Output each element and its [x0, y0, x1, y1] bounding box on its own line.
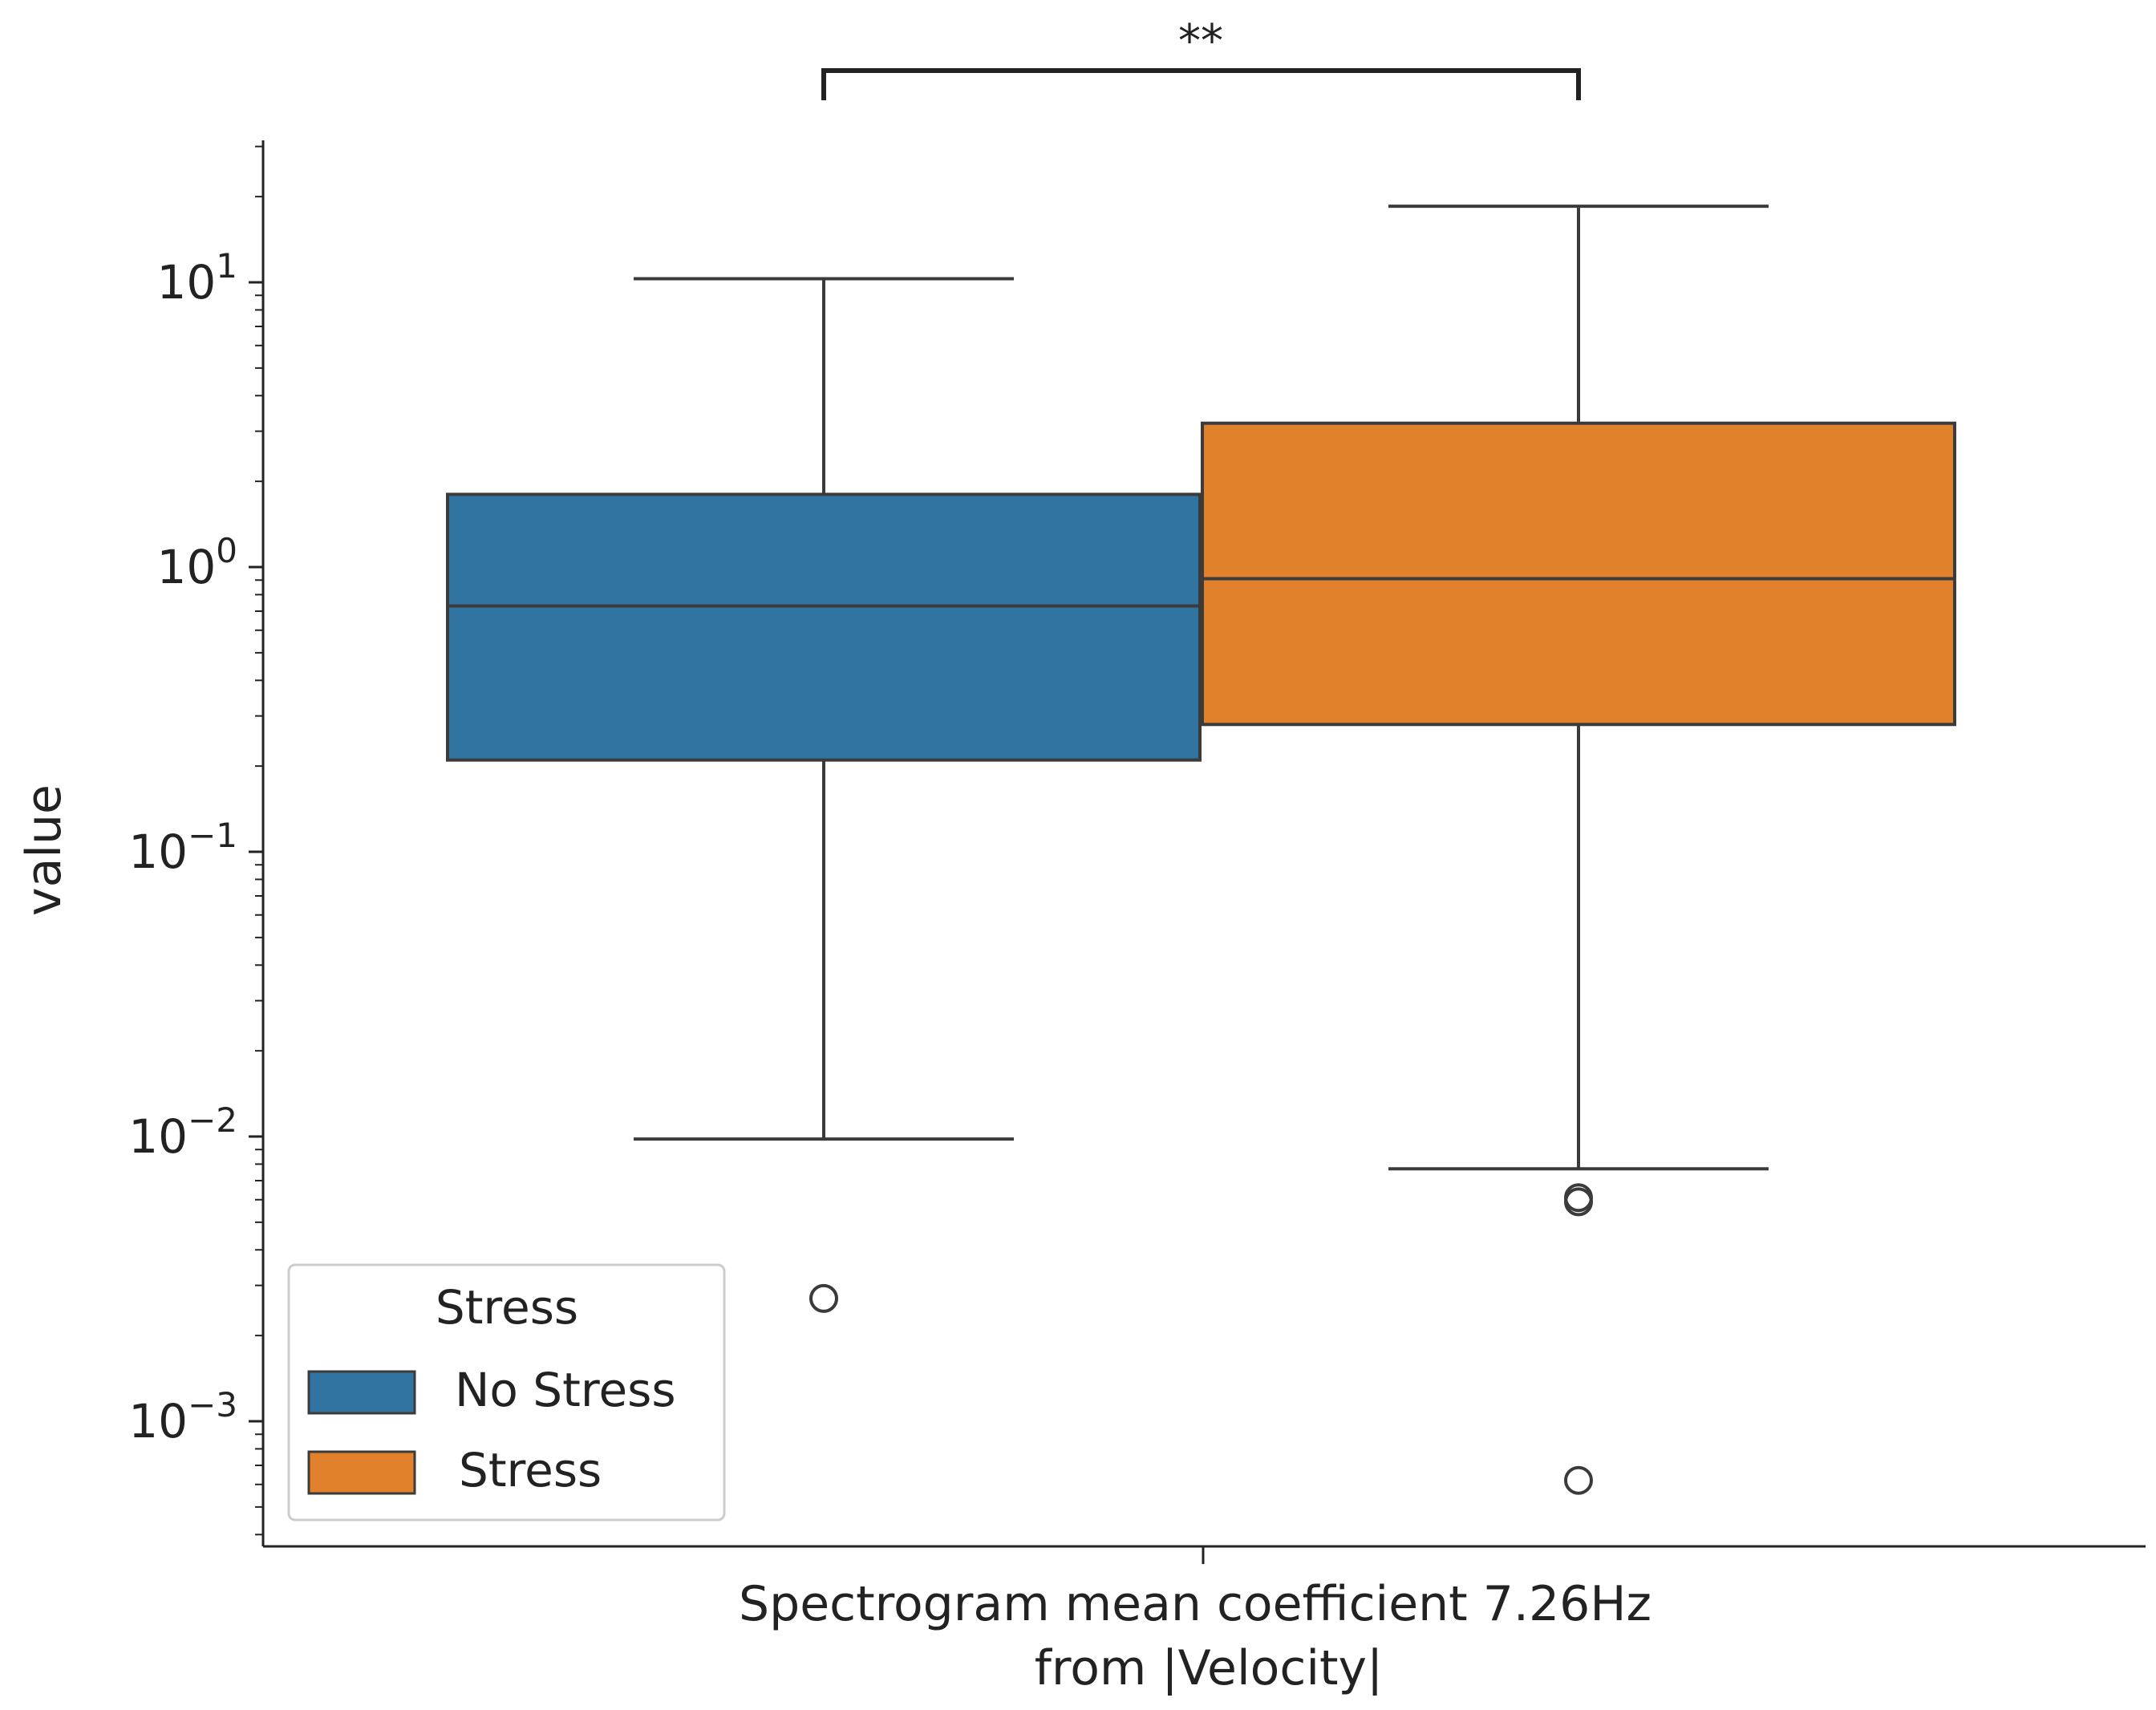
legend: Stress No Stress Stress: [287, 1263, 726, 1522]
x-axis-label-line-1: Spectrogram mean coefficient 7.26Hz: [739, 1576, 1651, 1632]
outlier-point-stress: [1564, 1465, 1593, 1495]
legend-label-no-stress: No Stress: [455, 1363, 676, 1417]
legend-label-stress: Stress: [459, 1443, 602, 1497]
box-group-stress: [1201, 205, 1956, 1495]
legend-title: Stress: [436, 1280, 578, 1335]
y-tick-label: 101: [156, 246, 237, 310]
y-tick-label: 10−3: [128, 1385, 237, 1449]
outlier-point-stress: [1564, 1187, 1593, 1217]
x-axis-label-line-2: from |Velocity|: [1035, 1640, 1384, 1696]
significance-bracket-line: [821, 68, 1581, 100]
y-axis-label: value: [16, 784, 72, 916]
box-group-no-stress: [446, 277, 1202, 1313]
box-no-stress: [446, 492, 1202, 762]
plot-area: [446, 205, 1956, 1495]
box-stress: [1201, 421, 1956, 727]
legend-swatch-stress: [307, 1450, 416, 1495]
y-tick-label: 10−1: [128, 816, 237, 879]
significance-label: **: [1178, 15, 1223, 67]
y-tick-label: 100: [156, 531, 237, 594]
axes: 10−3 10−2 10−1 100 101: [128, 140, 2146, 1564]
legend-swatch-no-stress: [307, 1370, 416, 1415]
y-tick-label: 10−2: [128, 1100, 237, 1164]
outlier-point-no-stress: [809, 1283, 838, 1313]
significance-bracket: **: [821, 15, 1581, 100]
